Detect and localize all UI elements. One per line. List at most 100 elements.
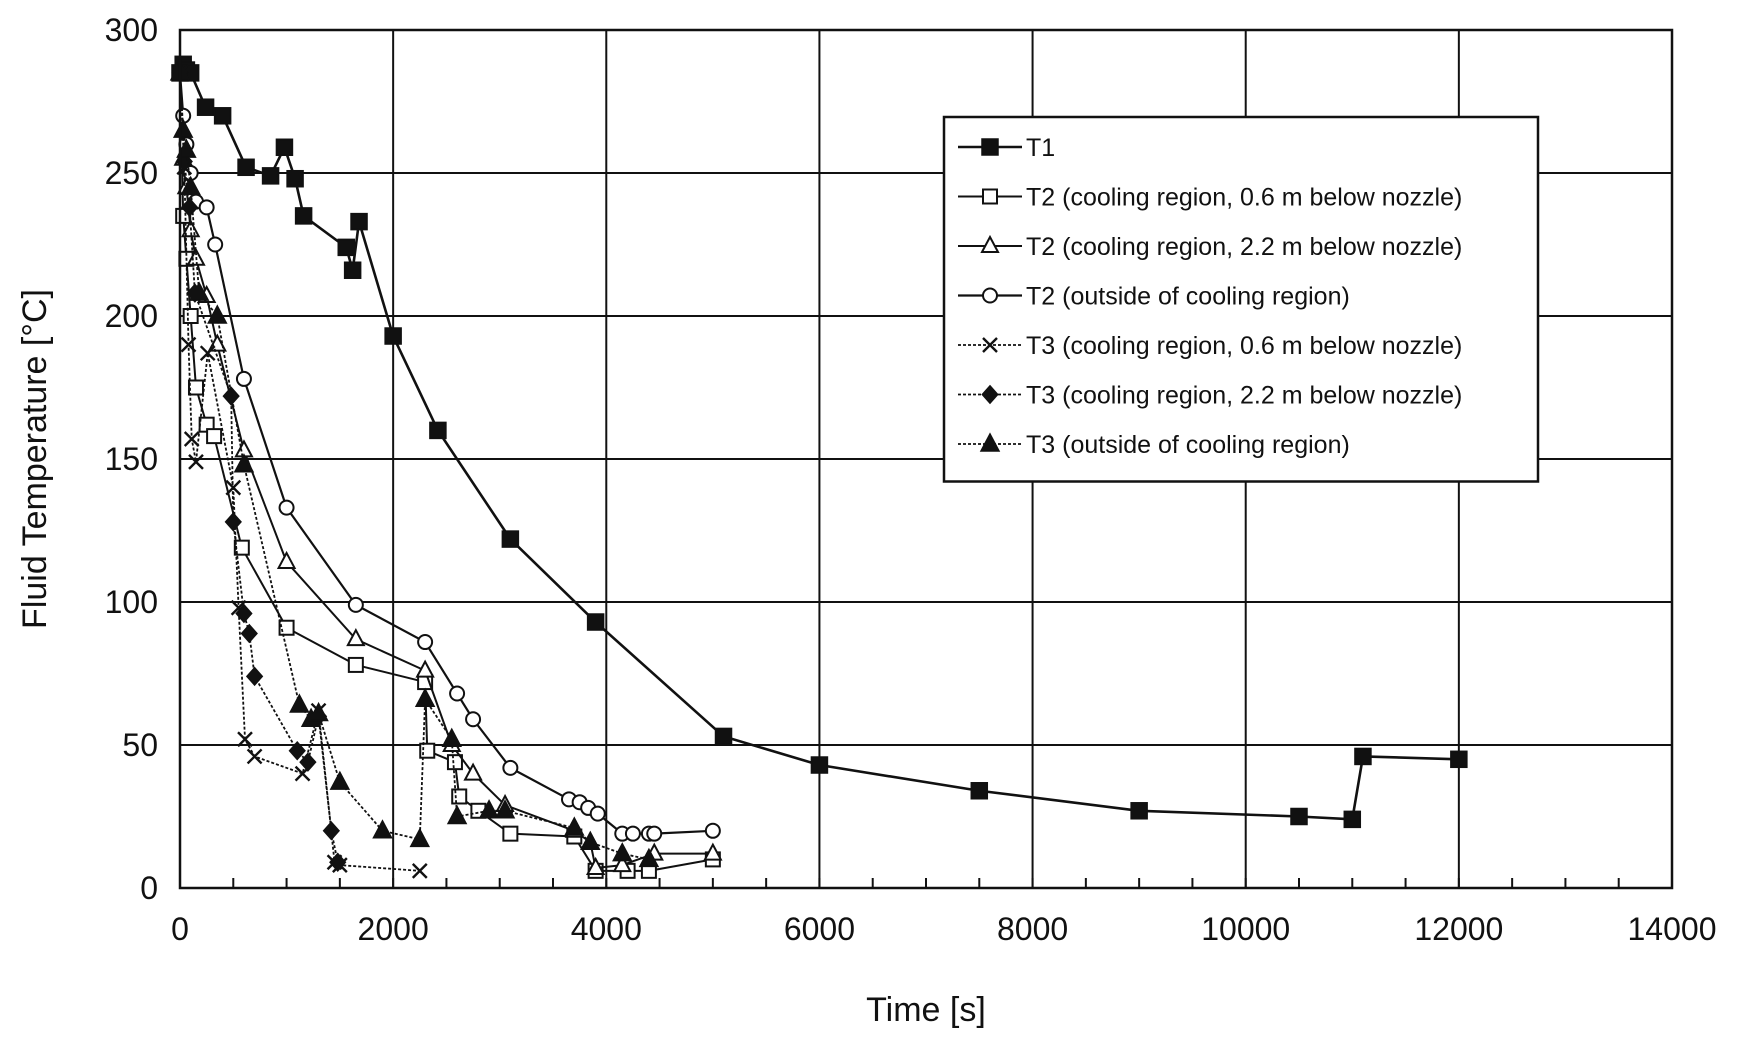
data-point — [246, 748, 263, 765]
data-point — [176, 138, 197, 158]
legend-marker — [979, 432, 1001, 452]
data-point — [180, 336, 197, 353]
data-point — [286, 169, 304, 188]
data-point — [183, 431, 200, 447]
data-point — [502, 825, 519, 842]
data-point — [347, 656, 364, 673]
data-point — [415, 659, 435, 678]
y-axis-label: Fluid Temperature [°C] — [16, 289, 54, 629]
legend-label: T2 (cooling region, 2.2 m below nozzle) — [1026, 233, 1462, 261]
ticks: 0 2000 4000 6000 8000 10000 12000 14000 0 50 100 15… — [105, 12, 1717, 947]
legend-item: T1 — [958, 134, 1055, 162]
data-point — [441, 727, 463, 748]
data-point — [182, 308, 199, 324]
data-point — [411, 862, 428, 879]
y-tick-label: 100 — [105, 584, 158, 620]
x-tick-label: 6000 — [784, 911, 855, 947]
data-point — [1450, 750, 1468, 769]
data-point — [585, 856, 606, 875]
legend-item: T3 (cooling region, 2.2 m below nozzle) — [958, 382, 1462, 410]
legend-item: T3 (cooling region, 0.6 m below nozzle) — [958, 332, 1462, 360]
data-point — [451, 788, 468, 805]
data-point — [188, 454, 204, 470]
data-point — [465, 711, 482, 728]
x-tick-label: 8000 — [997, 911, 1068, 947]
data-point — [446, 804, 468, 825]
data-point — [343, 261, 362, 279]
data-point — [261, 167, 280, 185]
legend-marker — [982, 188, 998, 205]
data-point — [275, 138, 294, 157]
data-point — [429, 421, 447, 440]
data-point — [449, 685, 466, 702]
legend-box — [942, 115, 1540, 483]
legend-marker — [982, 287, 998, 304]
y-tick-label: 50 — [122, 727, 158, 763]
data-point — [278, 619, 295, 636]
data-point — [188, 281, 210, 301]
data-point — [206, 428, 223, 445]
data-point — [714, 727, 733, 746]
data-point — [502, 759, 519, 776]
series-7 — [169, 61, 660, 868]
data-point — [1130, 802, 1148, 820]
data-point — [198, 199, 215, 216]
y-tick-label: 250 — [105, 155, 158, 191]
data-point — [624, 825, 641, 842]
data-point — [308, 701, 329, 722]
x-tick-label: 0 — [171, 911, 189, 947]
data-point — [384, 327, 402, 345]
series-line — [178, 72, 713, 835]
legend-label: T3 (cooling region, 2.2 m below nozzle) — [1026, 382, 1462, 410]
data-point — [414, 687, 436, 707]
data-point — [446, 754, 463, 771]
data-point — [294, 207, 313, 225]
data-point — [346, 628, 366, 647]
data-point — [1343, 810, 1362, 829]
y-tick-label: 300 — [105, 12, 158, 48]
legend-label: T2 (cooling region, 0.6 m below nozzle) — [1026, 184, 1462, 212]
data-point — [810, 756, 829, 774]
data-point — [580, 830, 601, 850]
data-point — [494, 799, 516, 819]
legend-marker — [982, 337, 998, 353]
data-point — [372, 819, 393, 839]
data-point — [638, 847, 660, 868]
data-point — [586, 613, 605, 631]
data-point — [196, 98, 215, 116]
data-point — [612, 853, 632, 873]
data-point — [350, 212, 368, 231]
data-point — [704, 822, 721, 839]
series-line — [179, 72, 650, 861]
data-point — [612, 842, 633, 862]
legend-label: T3 (outside of cooling region) — [1026, 431, 1350, 459]
legend-label: T1 — [1026, 134, 1055, 162]
data-point — [501, 530, 520, 548]
x-axis-label: Time [s] — [866, 991, 986, 1029]
data-point — [180, 197, 199, 218]
data-point — [703, 842, 723, 861]
data-point — [224, 512, 242, 532]
data-point — [289, 693, 310, 713]
data-point — [276, 550, 297, 569]
data-point — [337, 238, 356, 257]
data-point — [564, 816, 585, 836]
legend-item: T2 (cooling region, 0.6 m below nozzle) — [958, 184, 1462, 212]
data-point — [187, 379, 204, 396]
y-tick-label: 0 — [140, 870, 158, 906]
data-point — [240, 623, 258, 644]
data-point — [347, 596, 364, 613]
data-point — [478, 799, 500, 819]
data-point — [288, 740, 306, 761]
data-point — [207, 236, 224, 253]
legend-item: T2 (cooling region, 2.2 m below nozzle) — [958, 233, 1462, 261]
x-tick-label: 14000 — [1628, 911, 1717, 947]
legend-label: T3 (cooling region, 0.6 m below nozzle) — [1026, 332, 1462, 360]
data-point — [419, 742, 436, 759]
data-point — [1354, 747, 1372, 766]
legend-item: T3 (outside of cooling region) — [958, 431, 1350, 459]
data-point — [237, 731, 253, 748]
legend-marker — [981, 384, 999, 405]
data-point — [463, 762, 483, 781]
data-point — [329, 770, 351, 790]
